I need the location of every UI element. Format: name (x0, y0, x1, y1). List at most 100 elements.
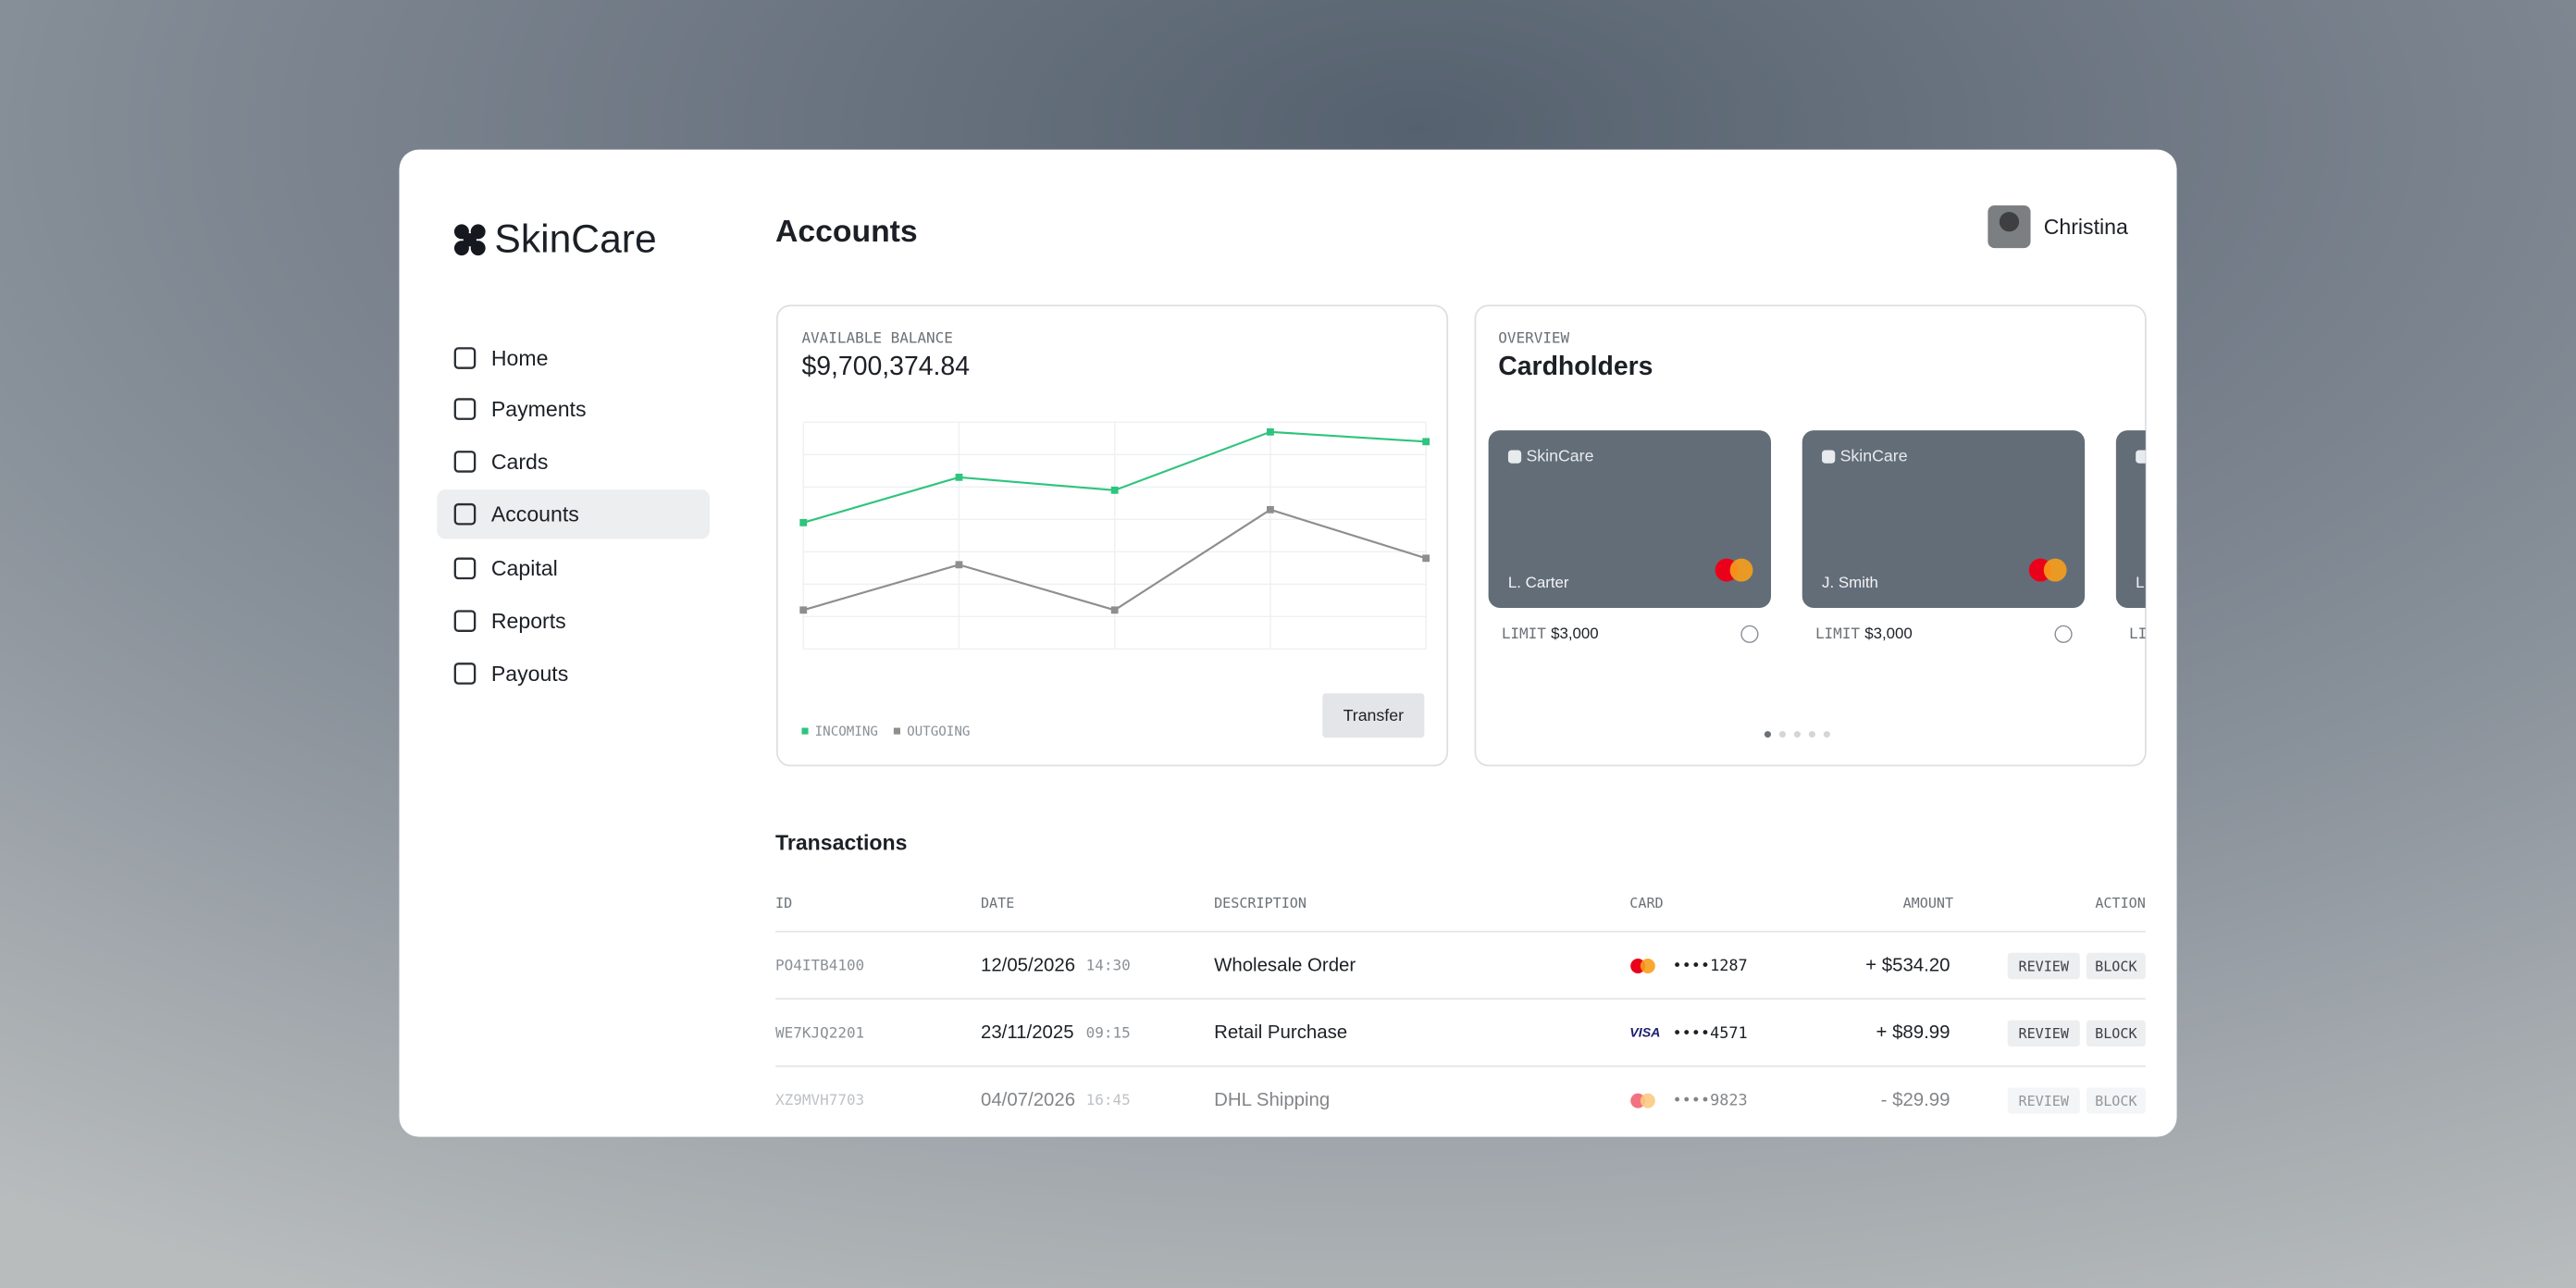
logo: SkinCare (453, 217, 657, 261)
dot[interactable] (1778, 731, 1786, 738)
data-point (1110, 606, 1119, 614)
transaction-row: WE7KJQ2201 23/11/2025 09:15 Retail Purchase… (775, 1020, 2146, 1046)
logo-text: SkinCare (494, 217, 656, 261)
limit-value: $3,000 (1864, 625, 1913, 642)
cardholders-title: Cardholders (1498, 352, 1653, 381)
tx-description: DHL Shipping (1214, 1090, 1330, 1110)
action-bg (2007, 952, 2080, 980)
action-bg (2007, 1020, 2080, 1046)
overview-label: OVERVIEW (1498, 328, 1569, 346)
avatar-face (1999, 212, 2020, 232)
legend-label: INCOMING (815, 724, 878, 739)
dot[interactable] (1808, 731, 1815, 738)
tx-amount: - $29.99 (1881, 1090, 1951, 1110)
transactions-title: Transactions (775, 831, 907, 855)
nav-active-bg (437, 489, 711, 539)
button-label: Transfer (1344, 706, 1405, 724)
balance-amount: $9,700,374.84 (801, 352, 970, 381)
transfer-button[interactable]: Transfer (1322, 693, 1425, 738)
column-header: AMOUNT (1903, 895, 1953, 911)
tx-id: PO4ITB4100 (775, 957, 864, 974)
tx-amount: + $89.99 (1876, 1022, 1951, 1043)
dot[interactable] (1764, 731, 1771, 738)
nav-icon (453, 557, 477, 580)
tx-date: 04/07/2026 (981, 1090, 1075, 1110)
card-brand: SkinCare (1840, 446, 1908, 464)
action-label: BLOCK (2095, 1093, 2137, 1109)
data-point (1422, 554, 1430, 563)
balance-label: AVAILABLE BALANCE (801, 328, 952, 346)
data-point (799, 518, 808, 526)
tx-time: 16:45 (1086, 1091, 1131, 1108)
nav-item[interactable]: Reports (453, 609, 566, 633)
mc-yellow (1640, 1093, 1655, 1108)
button-bg (1322, 693, 1425, 738)
card-brand-icon (1822, 450, 1836, 464)
cardholder-card[interactable]: SkinCare J. Smith LIMIT $3,000 (1802, 430, 2086, 643)
nav-label: Payments (491, 397, 587, 421)
transactions-table: ID DATE DESCRIPTION CARD AMOUNT ACTION PO4ITB4… (775, 895, 2146, 1114)
card-brand-icon (2136, 450, 2146, 464)
cardholder-card[interactable]: SkinCare L. Carter LIMIT $3,000 (1488, 430, 1771, 643)
data-point (1422, 438, 1430, 446)
data-point (1267, 427, 1274, 436)
column-header: ID (775, 895, 792, 911)
legend-label: OUTGOING (907, 724, 970, 739)
action-bg (2086, 1087, 2146, 1114)
action-button[interactable]: BLOCK (2086, 952, 2146, 980)
nav-label: Accounts (491, 502, 579, 526)
mastercard-yellow (1729, 558, 1753, 582)
nav-item[interactable]: Home (453, 346, 549, 370)
nav-item[interactable]: Payouts (453, 662, 568, 686)
page-title: Accounts (775, 214, 918, 249)
data-point (955, 561, 963, 569)
nav-icon (453, 610, 477, 632)
nav-item[interactable]: Accounts (437, 489, 711, 539)
card-face (1488, 430, 1771, 608)
balance-card (775, 304, 1449, 767)
data-point (1110, 486, 1119, 494)
info-icon (1740, 625, 1759, 643)
user-menu[interactable]: Christina (1988, 204, 2128, 249)
data-point (799, 606, 808, 614)
legend-swatch (893, 727, 900, 735)
action-button[interactable]: BLOCK (2086, 1087, 2146, 1114)
action-label: REVIEW (2019, 1025, 2070, 1042)
card-number: ••••4571 (1672, 1023, 1747, 1042)
dot[interactable] (1823, 731, 1830, 738)
card-face (1802, 430, 2086, 608)
nav-icon (453, 398, 477, 420)
tx-time: 09:15 (1086, 1023, 1131, 1041)
tx-amount: + $534.20 (1865, 955, 1950, 975)
carousel-dots (1764, 731, 1830, 738)
card-number: ••••1287 (1672, 956, 1747, 974)
transaction-row: PO4ITB4100 12/05/2026 14:30 Wholesale Order… (775, 952, 2146, 980)
card-brand: VISA (1629, 1026, 1660, 1041)
action-button[interactable]: REVIEW (2007, 1020, 2080, 1046)
dot[interactable] (1793, 731, 1801, 738)
sidebar-nav: Home Payments Cards Accounts Capital Reports P… (437, 346, 711, 686)
nav-icon (453, 502, 477, 526)
card-number: ••••9823 (1672, 1091, 1747, 1109)
nav-item[interactable]: Cards (453, 450, 549, 474)
card-holder-name: L. (2136, 574, 2149, 591)
nav-label: Cards (491, 450, 549, 474)
mc-red (1630, 1093, 1646, 1108)
line-chart: INCOMING OUTGOING (799, 421, 1430, 739)
action-button[interactable]: REVIEW (2007, 1087, 2080, 1114)
action-button[interactable]: REVIEW (2007, 952, 2080, 980)
limit-label: LIMIT (2129, 625, 2174, 642)
action-label: BLOCK (2095, 958, 2137, 974)
nav-item[interactable]: Capital (453, 556, 558, 580)
info-icon (2054, 625, 2073, 643)
nav-icon (453, 347, 477, 369)
limit-label: LIMIT (1502, 625, 1546, 642)
action-button[interactable]: BLOCK (2086, 1020, 2146, 1046)
limit-label: LIMIT (1815, 625, 1860, 642)
tx-time: 14:30 (1086, 957, 1131, 974)
limit-value: $3,000 (1551, 625, 1599, 642)
nav-item[interactable]: Payments (453, 397, 587, 421)
card-holder-name: L. Carter (1508, 574, 1569, 591)
